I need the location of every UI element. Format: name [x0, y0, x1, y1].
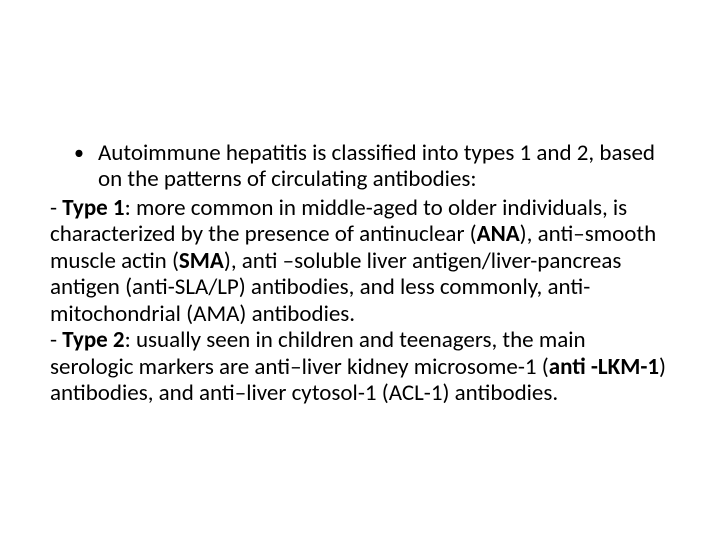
bullet-item: • Autoimmune hepatitis is classified int…	[50, 140, 670, 193]
type2-prefix: -	[50, 326, 62, 354]
bullet-text: Autoimmune hepatitis is classified into …	[98, 140, 670, 193]
type2-seg1: : usually seen in children and teenagers…	[50, 326, 586, 380]
content-block: • Autoimmune hepatitis is classified int…	[50, 140, 670, 406]
type2-anti-lkm1: anti -LKM-1	[549, 353, 659, 381]
bullet-marker: •	[74, 140, 98, 193]
type1-prefix: -	[50, 194, 62, 222]
type2-paragraph: - Type 2: usually seen in children and t…	[50, 327, 670, 406]
slide-body: • Autoimmune hepatitis is classified int…	[0, 0, 720, 540]
type1-paragraph: - Type 1: more common in middle-aged to …	[50, 195, 670, 327]
type1-sma: SMA	[179, 247, 224, 275]
type1-label: Type 1	[62, 194, 124, 222]
type1-ana: ANA	[477, 220, 520, 248]
type2-label: Type 2	[62, 326, 124, 354]
